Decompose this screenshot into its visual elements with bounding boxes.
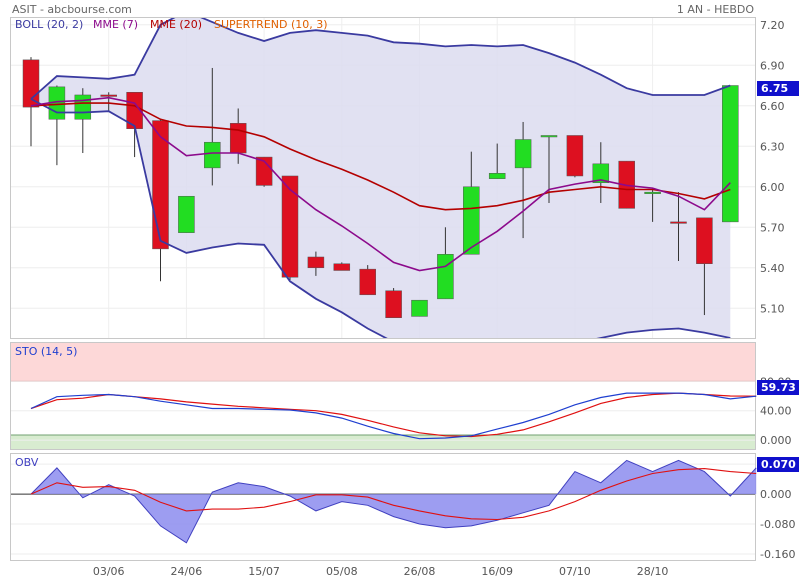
candle-11 xyxy=(307,251,325,276)
period-label: 1 AN - HEBDO xyxy=(677,3,754,16)
sto-last-value: 59.73 xyxy=(761,381,796,394)
price-tick-label-2: 6.60 xyxy=(760,100,785,113)
candle-body-12 xyxy=(333,263,351,271)
price-plot xyxy=(11,18,755,338)
candle-body-10 xyxy=(281,175,299,278)
price-inner xyxy=(11,18,755,338)
bollinger-lower-line xyxy=(30,98,731,338)
price-tick-label-5: 5.70 xyxy=(760,221,785,234)
x-tick-label-5: 16/09 xyxy=(481,565,513,578)
candle-24 xyxy=(644,188,661,222)
candle-27 xyxy=(722,85,739,223)
candle-body-16 xyxy=(437,254,454,300)
candle-body-20 xyxy=(540,135,558,138)
candle-19 xyxy=(514,121,532,239)
x-tick-label-6: 07/10 xyxy=(559,565,591,578)
candle-body-5 xyxy=(152,120,169,250)
candle-3 xyxy=(100,92,117,112)
obv-line xyxy=(30,459,757,544)
x-tick-label-7: 28/10 xyxy=(637,565,669,578)
candle-18 xyxy=(488,143,506,179)
candle-body-3 xyxy=(100,94,117,97)
candle-body-2 xyxy=(74,94,92,120)
candle-body-19 xyxy=(514,139,532,169)
candle-body-21 xyxy=(566,135,584,177)
legend-obv: OBV xyxy=(15,456,39,469)
x-tick-label-2: 15/07 xyxy=(248,565,280,578)
legend-sto: STO (14, 5) xyxy=(15,345,77,358)
price-tick-label-3: 6.30 xyxy=(760,140,785,153)
obv-last-value: 0.070 xyxy=(761,458,796,471)
obv-signal-line xyxy=(30,468,757,521)
sto-plot xyxy=(11,343,757,449)
sto-d-line xyxy=(30,392,757,438)
candle-5 xyxy=(152,119,169,282)
candle-body-9 xyxy=(255,156,273,186)
candle-body-8 xyxy=(229,123,247,154)
obv-tick-label-1: 0.000 xyxy=(760,488,792,501)
candle-body-26 xyxy=(696,217,713,264)
mme7-line xyxy=(30,96,731,272)
candle-body-11 xyxy=(307,256,325,269)
source-label: ASIT - abcbourse.com xyxy=(12,3,132,16)
x-tick-label-3: 05/08 xyxy=(326,565,358,578)
obv-area xyxy=(31,460,757,543)
candle-22 xyxy=(592,142,610,203)
price-tick-label-4: 6.00 xyxy=(760,181,785,194)
sto-tick-label-1: 40.00 xyxy=(760,405,792,418)
candle-body-27 xyxy=(722,85,739,223)
bollinger-upper-line xyxy=(30,18,731,100)
candle-13 xyxy=(359,265,376,296)
obv-last-badge: 0.070 xyxy=(757,457,799,472)
obv-tick-label-3: -0.160 xyxy=(760,548,795,561)
candle-25 xyxy=(670,192,687,262)
legend-supertrend: SUPERTREND (10, 3) xyxy=(214,18,328,31)
candle-body-25 xyxy=(670,221,687,224)
candle-body-7 xyxy=(204,141,221,169)
candle-16 xyxy=(437,227,454,300)
candle-21 xyxy=(566,135,584,178)
price-tick-label-0: 7.20 xyxy=(760,19,785,32)
candle-26 xyxy=(696,217,713,316)
sto-overbought-zone xyxy=(11,343,755,382)
candle-body-17 xyxy=(463,186,480,255)
legend-boll: BOLL (20, 2) xyxy=(15,18,83,31)
x-tick-label-0: 03/06 xyxy=(93,565,125,578)
sto-last-badge: 59.73 xyxy=(757,380,799,395)
candle-body-14 xyxy=(385,290,402,318)
sto-k-line xyxy=(30,392,757,440)
bollinger-band-fill xyxy=(31,18,731,338)
candle-body-18 xyxy=(488,173,506,179)
candle-body-15 xyxy=(411,299,428,317)
candle-6 xyxy=(178,195,195,233)
candle-body-6 xyxy=(178,195,195,233)
candle-12 xyxy=(333,262,351,271)
obv-plot xyxy=(11,459,757,555)
price-tick-label-7: 5.10 xyxy=(760,302,785,315)
axes: 7.206.906.606.306.005.705.405.1080.0040.… xyxy=(93,19,796,578)
mme20-line xyxy=(30,102,731,211)
candle-body-13 xyxy=(359,268,376,296)
x-tick-label-1: 24/06 xyxy=(171,565,203,578)
legend-mme7: MME (7) xyxy=(93,18,138,31)
obv-tick-label-2: -0.080 xyxy=(760,518,795,531)
candle-body-24 xyxy=(644,191,661,194)
price-tick-label-6: 5.40 xyxy=(760,262,785,275)
candle-body-0 xyxy=(22,59,40,108)
sto-tick-label-2: 0.000 xyxy=(760,434,792,447)
candle-15 xyxy=(411,299,428,317)
candle-17 xyxy=(463,151,480,255)
x-tick-label-4: 26/08 xyxy=(404,565,436,578)
price-legend: BOLL (20, 2) MME (7) MME (20) SUPERTREND… xyxy=(15,18,328,31)
price-last-value: 6.75 xyxy=(761,82,788,95)
candle-10 xyxy=(281,175,299,280)
candle-14 xyxy=(385,288,402,318)
legend-mme20: MME (20) xyxy=(150,18,202,31)
price-last-badge: 6.75 xyxy=(757,81,799,96)
sto-oversold-zone xyxy=(11,435,755,449)
price-tick-label-1: 6.90 xyxy=(760,59,785,72)
candle-body-22 xyxy=(592,163,610,183)
